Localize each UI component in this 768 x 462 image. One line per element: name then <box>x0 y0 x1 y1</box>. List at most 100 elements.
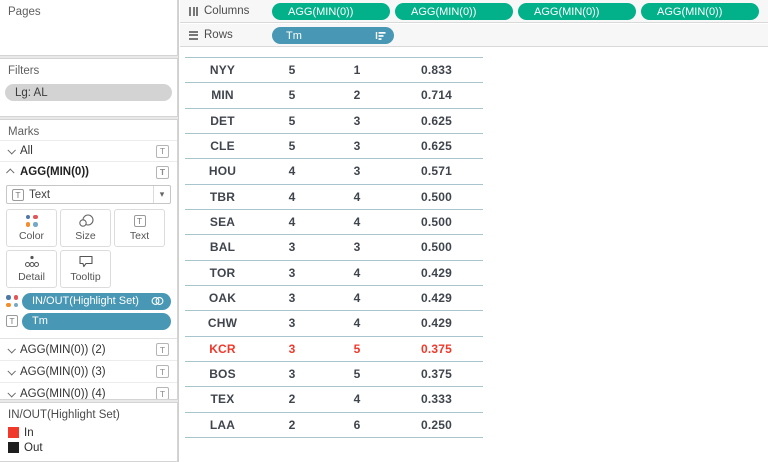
table-row: DET 5 3 0.625 <box>185 107 483 133</box>
pct-cell[interactable]: 0.625 <box>420 139 453 154</box>
team-cell[interactable]: TBR <box>209 189 236 204</box>
text-mark-type-icon: T <box>12 188 24 201</box>
wins-cell[interactable]: 2 <box>288 417 296 432</box>
rows-shelf[interactable]: Rows Tm <box>180 24 768 47</box>
chevron-down-icon[interactable] <box>7 344 16 354</box>
wins-cell[interactable]: 5 <box>288 63 296 78</box>
marks-card-agg-min-0[interactable]: AGG(MIN(0)) T <box>0 161 177 182</box>
team-cell[interactable]: TEX <box>210 392 235 407</box>
text-button[interactable]: T Text <box>114 209 165 247</box>
pct-cell[interactable]: 0.375 <box>420 341 453 356</box>
losses-cell[interactable]: 3 <box>353 240 361 255</box>
pct-cell[interactable]: 0.333 <box>420 392 453 407</box>
losses-cell[interactable]: 3 <box>353 139 361 154</box>
filter-pill-lg-al[interactable]: Lg: AL <box>5 84 172 101</box>
pct-cell[interactable]: 0.375 <box>420 367 453 382</box>
pct-cell[interactable]: 0.625 <box>420 113 453 128</box>
losses-cell[interactable]: 5 <box>353 367 361 382</box>
encoding-row-color: IN/OUT(Highlight Set) <box>0 291 177 311</box>
pct-cell[interactable]: 0.571 <box>420 164 453 179</box>
wins-cell[interactable]: 3 <box>288 291 296 306</box>
losses-cell[interactable]: 4 <box>353 316 361 331</box>
team-cell[interactable]: OAK <box>208 291 237 306</box>
sort-descending-icon[interactable] <box>375 31 386 41</box>
losses-cell[interactable]: 3 <box>353 164 361 179</box>
filters-shelf[interactable]: Filters Lg: AL <box>0 58 178 117</box>
pill-tm[interactable]: Tm <box>22 312 171 330</box>
mark-type-dropdown[interactable]: T Text ▾ <box>6 185 171 204</box>
columns-shelf[interactable]: Columns AGG(MIN(0)) AGG(MIN(0)) AGG(MIN(… <box>180 0 768 23</box>
losses-cell[interactable]: 3 <box>353 113 361 128</box>
pct-cell[interactable]: 0.500 <box>420 189 453 204</box>
pct-cell[interactable]: 0.429 <box>420 265 453 280</box>
losses-cell[interactable]: 4 <box>353 215 361 230</box>
pct-cell[interactable]: 0.250 <box>420 417 453 432</box>
team-cell[interactable]: SEA <box>209 215 236 230</box>
wins-cell[interactable]: 4 <box>288 189 296 204</box>
wins-cell[interactable]: 3 <box>288 265 296 280</box>
chevron-down-icon[interactable] <box>7 388 16 398</box>
wins-cell[interactable]: 3 <box>288 240 296 255</box>
pct-cell[interactable]: 0.500 <box>420 215 453 230</box>
losses-cell[interactable]: 5 <box>353 341 361 356</box>
detail-button[interactable]: Detail <box>6 250 57 288</box>
pct-cell[interactable]: 0.429 <box>420 291 453 306</box>
pill-agg-min-0-2[interactable]: AGG(MIN(0)) <box>395 3 513 20</box>
team-cell[interactable]: MIN <box>211 88 234 103</box>
pct-cell[interactable]: 0.429 <box>420 316 453 331</box>
team-cell[interactable]: CHW <box>207 316 238 331</box>
wins-cell[interactable]: 5 <box>288 113 296 128</box>
team-cell[interactable]: NYY <box>209 63 236 78</box>
losses-cell[interactable]: 1 <box>353 63 361 78</box>
table-row: BAL 3 3 0.500 <box>185 234 483 259</box>
pct-cell[interactable]: 0.500 <box>420 240 453 255</box>
legend-item-in[interactable]: In <box>0 425 177 440</box>
pill-agg-min-0-4[interactable]: AGG(MIN(0)) <box>641 3 759 20</box>
pill-in-out-highlight-set[interactable]: IN/OUT(Highlight Set) <box>22 292 171 310</box>
wins-cell[interactable]: 2 <box>288 392 296 407</box>
team-cell[interactable]: BAL <box>209 240 236 255</box>
marks-card-agg-min-0-2[interactable]: AGG(MIN(0)) (2) T <box>0 339 177 361</box>
pct-cell[interactable]: 0.833 <box>420 63 453 78</box>
columns-label-text: Columns <box>204 5 250 17</box>
wins-cell[interactable]: 5 <box>288 139 296 154</box>
color-button[interactable]: Color <box>6 209 57 247</box>
pill-agg-min-0-3[interactable]: AGG(MIN(0)) <box>518 3 636 20</box>
wins-cell[interactable]: 3 <box>288 367 296 382</box>
chevron-up-icon[interactable] <box>6 168 15 177</box>
pages-shelf[interactable]: Pages <box>0 0 178 56</box>
pill-label: Tm <box>32 315 48 327</box>
chevron-down-icon[interactable] <box>7 366 16 376</box>
losses-cell[interactable]: 4 <box>353 392 361 407</box>
marks-card-all[interactable]: All T <box>0 140 177 161</box>
pill-tm[interactable]: Tm <box>272 27 394 44</box>
wins-cell[interactable]: 4 <box>288 215 296 230</box>
table-row: BOS 3 5 0.375 <box>185 360 483 386</box>
team-cell[interactable]: HOU <box>208 164 237 179</box>
losses-cell[interactable]: 4 <box>353 189 361 204</box>
losses-cell[interactable]: 4 <box>353 291 361 306</box>
team-cell[interactable]: BOS <box>209 367 236 382</box>
wins-cell[interactable]: 3 <box>288 316 296 331</box>
team-cell[interactable]: KCR <box>209 341 236 356</box>
team-cell[interactable]: DET <box>210 113 235 128</box>
marks-card-agg-min-0-3[interactable]: AGG(MIN(0)) (3) T <box>0 361 177 383</box>
wins-cell[interactable]: 3 <box>288 341 296 356</box>
wins-cell[interactable]: 4 <box>288 164 296 179</box>
left-sidebar: Pages Filters Lg: AL Marks All T AGG(MIN… <box>0 0 179 462</box>
chevron-down-icon[interactable] <box>7 146 16 155</box>
team-cell[interactable]: CLE <box>210 139 235 154</box>
tooltip-button[interactable]: Tooltip <box>60 250 111 288</box>
losses-cell[interactable]: 6 <box>353 417 361 432</box>
team-cell[interactable]: TOR <box>209 265 236 280</box>
losses-cell[interactable]: 4 <box>353 265 361 280</box>
legend-item-out[interactable]: Out <box>0 440 177 455</box>
pill-agg-min-0-1[interactable]: AGG(MIN(0)) <box>272 3 390 20</box>
chevron-down-icon[interactable]: ▾ <box>153 186 170 203</box>
team-cell[interactable]: LAA <box>209 417 236 432</box>
pct-cell[interactable]: 0.714 <box>420 88 453 103</box>
size-button[interactable]: Size <box>60 209 111 247</box>
losses-cell[interactable]: 2 <box>353 88 361 103</box>
marks-card-agg-min-0-4[interactable]: AGG(MIN(0)) (4) T <box>0 383 177 399</box>
wins-cell[interactable]: 5 <box>288 88 296 103</box>
